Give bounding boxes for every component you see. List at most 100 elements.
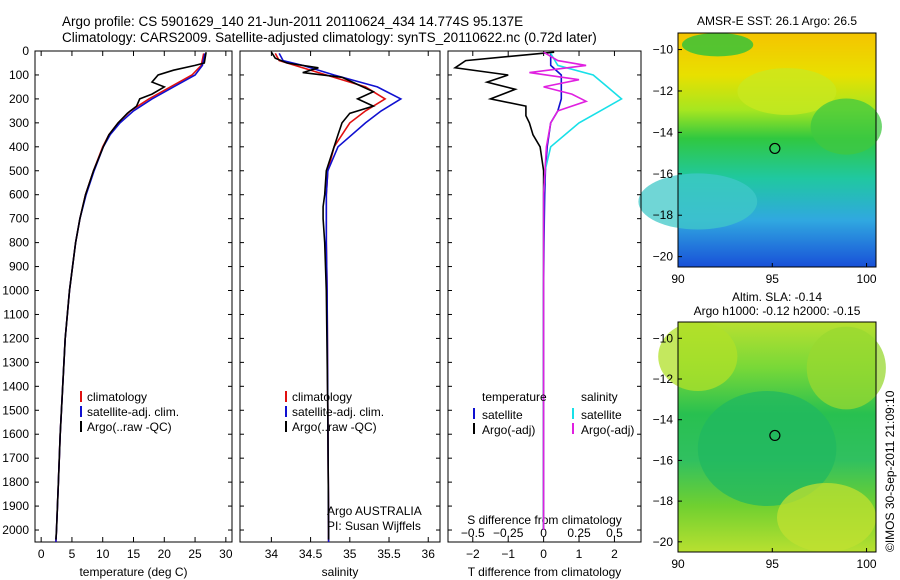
salinity-legend-label: climatology <box>292 390 352 404</box>
depth-tick-label: 100 <box>9 68 29 82</box>
legend-label: Argo(-adj) <box>482 423 535 437</box>
sst-map-texture <box>810 98 882 155</box>
depth-tick-label: 1500 <box>2 403 29 417</box>
temperature-xtick-label: 25 <box>188 547 202 561</box>
legend-label: satellite <box>581 408 622 422</box>
difference-panel: −2 −1 0 1 2 T difference from climatology −0.5… <box>447 50 642 579</box>
sla-map-ytick-label: −20 <box>653 535 674 549</box>
sdiff-tick-label: −0.25 <box>493 526 524 540</box>
sdiff-tick-label: 0 <box>540 526 547 540</box>
temperature-legend-label: satellite-adj. clim. <box>87 405 179 419</box>
sst-map-ytick-label: −18 <box>653 208 674 222</box>
difference-xtick-label: −1 <box>501 547 515 561</box>
difference-xlabel: T difference from climatology <box>468 565 622 579</box>
sla-map-texture <box>777 483 876 552</box>
sst-map-ytick-label: −10 <box>653 43 674 57</box>
depth-tick-label: 500 <box>9 164 29 178</box>
depth-tick-label: 900 <box>9 260 29 274</box>
temperature-frame <box>34 50 233 543</box>
legend-heading: salinity <box>581 390 618 404</box>
sst-map-panel: 90 95 100 −10 −12 −14 −16 −18 −20 AMSR-E SST: 26.… <box>638 14 882 286</box>
salinity-xtick-label: 35.5 <box>377 547 401 561</box>
depth-tick-label: 2000 <box>2 523 29 537</box>
sst-map-ytick-label: −14 <box>653 125 674 139</box>
depth-tick-label: 200 <box>9 92 29 106</box>
depth-tick-label: 1300 <box>2 355 29 369</box>
sla-map-ytick-label: −10 <box>653 331 674 345</box>
depth-tick-label: 400 <box>9 140 29 154</box>
temperature-xtick-label: 0 <box>38 547 45 561</box>
sla-map-texture <box>697 391 837 506</box>
temperature-xtick-label: 30 <box>219 547 233 561</box>
legend-label: Argo(-adj) <box>581 423 634 437</box>
depth-tick-label: 1200 <box>2 331 29 345</box>
salinity-legend-label: Argo(..raw -QC) <box>292 420 377 434</box>
legend-heading: temperature <box>482 390 547 404</box>
pi-annotation: PI: Susan Wijffels <box>327 519 421 533</box>
sst-map-texture <box>638 173 758 230</box>
sla-map-texture <box>806 326 886 410</box>
temperature-xtick-label: 5 <box>69 547 76 561</box>
pi-annotation: Argo AUSTRALIA <box>327 504 422 518</box>
sst-map-xtick-label: 95 <box>766 272 780 286</box>
sla-map-xtick-label: 90 <box>671 557 685 571</box>
salinity-xlabel: salinity <box>322 565 359 579</box>
temperature-legend-label: Argo(..raw -QC) <box>87 420 172 434</box>
sst-map-texture <box>737 68 837 115</box>
temperature-xtick-label: 10 <box>96 547 110 561</box>
header-line-2: Climatology: CARS2009. Satellite-adjuste… <box>62 30 597 45</box>
salinity-series-argo-raw-qc- <box>270 51 376 540</box>
difference-xtick-label: 0 <box>540 547 547 561</box>
sst-map-argo-marker <box>769 142 781 155</box>
difference-series-salinity-argo-adj- <box>529 51 589 530</box>
difference-series-temperature-satellite <box>542 53 563 530</box>
sdiff-tick-label: 0.5 <box>606 526 623 540</box>
depth-tick-label: 300 <box>9 116 29 130</box>
salinity-xtick-label: 35 <box>343 547 357 561</box>
temperature-xtick-label: 15 <box>127 547 141 561</box>
difference-series-temperature-argo-adj- <box>452 51 555 530</box>
depth-tick-label: 1900 <box>2 499 29 513</box>
difference-xtick-label: 1 <box>576 547 583 561</box>
salinity-series-climatology <box>274 53 387 542</box>
sla-map-ytick-label: −14 <box>653 413 674 427</box>
sst-map-title: AMSR-E SST: 26.1 Argo: 26.5 <box>697 14 857 28</box>
map-panels: 90 95 100 −10 −12 −14 −16 −18 −20 AMSR-E SST: 26.… <box>638 14 886 571</box>
depth-tick-label: 800 <box>9 236 29 250</box>
sst-map-texture <box>681 33 754 57</box>
salinity-frame <box>239 50 441 543</box>
difference-frame <box>447 50 642 543</box>
sst-map-ytick-label: −12 <box>653 84 674 98</box>
sst-map-frame <box>677 32 877 268</box>
sla-map-ytick-label: −16 <box>653 453 674 467</box>
sst-map-xtick-label: 90 <box>671 272 685 286</box>
temperature-series-climatology <box>55 53 205 543</box>
difference-xtick-label: 2 <box>611 547 618 561</box>
temperature-xtick-label: 20 <box>158 547 172 561</box>
header-line-1: Argo profile: CS 5901629_140 21-Jun-2011… <box>62 14 523 29</box>
temperature-legend-label: climatology <box>87 390 147 404</box>
sla-map-xtick-label: 95 <box>766 557 780 571</box>
legend-label: satellite <box>482 408 523 422</box>
sdiff-tick-label: −0.5 <box>461 526 485 540</box>
sla-map-ytick-label: −12 <box>653 372 674 386</box>
difference-xtick-label: −2 <box>466 547 480 561</box>
temperature-xlabel: temperature (deg C) <box>79 565 187 579</box>
salinity-xtick-label: 36 <box>422 547 436 561</box>
depth-tick-label: 0 <box>22 44 29 58</box>
temperature-panel: 0 5 10 15 20 25 30 temperature (deg C) 0 100 200 30… <box>2 44 233 579</box>
sst-map-xtick-label: 100 <box>857 272 877 286</box>
sla-map-title: Altim. SLA: -0.14 <box>732 290 822 304</box>
depth-tick-label: 1600 <box>2 427 29 441</box>
sla-map-ytick-label: −18 <box>653 494 674 508</box>
depth-tick-label: 1700 <box>2 451 29 465</box>
sla-map-panel: 90 95 100 −10 −12 −14 −16 −18 −20 Altim. SLA: -0.… <box>653 290 886 571</box>
depth-tick-label: 700 <box>9 212 29 226</box>
temperature-series-satellite-adj-clim- <box>55 53 206 543</box>
depth-tick-label: 1400 <box>2 379 29 393</box>
sla-map-title: Argo h1000: -0.12 h2000: -0.15 <box>694 304 861 318</box>
difference-series-salinity-satellite <box>542 52 623 530</box>
sla-map-xtick-label: 100 <box>857 557 877 571</box>
